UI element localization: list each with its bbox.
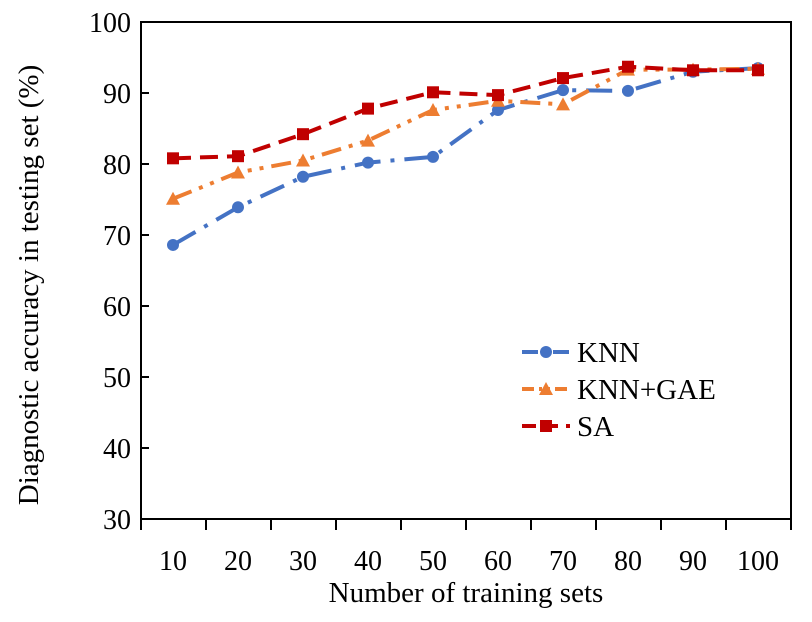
data-point (232, 201, 244, 214)
data-point (557, 84, 569, 97)
data-point (361, 133, 375, 147)
data-point (426, 103, 440, 117)
y-tick-label: 50 (103, 363, 131, 394)
data-point (231, 165, 245, 179)
x-tick-label: 90 (679, 546, 707, 577)
x-tick-label: 70 (549, 546, 577, 577)
data-point (427, 150, 439, 163)
series-line (172, 64, 758, 161)
legend-item: KNN+GAE (522, 374, 716, 406)
x-tick-label: 30 (289, 546, 317, 577)
y-tick-label: 70 (103, 221, 131, 252)
y-tick-label: 90 (103, 79, 131, 110)
legend-item: SA (522, 411, 614, 443)
data-point (492, 104, 504, 117)
data-point (492, 89, 504, 102)
data-point (622, 60, 634, 73)
x-tick-label: 80 (614, 546, 642, 577)
series-line (171, 66, 759, 247)
data-point (687, 64, 699, 77)
data-point (752, 64, 764, 77)
legend-label: KNN+GAE (577, 374, 716, 406)
legend-marker (540, 346, 552, 358)
data-point (362, 156, 374, 169)
y-tick-label: 30 (103, 505, 131, 536)
data-point (622, 84, 634, 97)
y-tick-label: 40 (103, 434, 131, 465)
legend-label: KNN (577, 337, 640, 369)
data-point (297, 128, 309, 141)
x-tick-label: 20 (224, 546, 252, 577)
data-point (232, 150, 244, 163)
data-point (557, 72, 569, 85)
x-axis: 10 20 30 40 50 60 70 80 90 100 (140, 519, 792, 577)
y-axis: 30 40 50 60 70 80 90 100 (89, 8, 149, 536)
data-point (296, 153, 310, 167)
data-point (362, 102, 374, 115)
legend-marker (540, 420, 552, 432)
x-tick-label: 100 (737, 546, 779, 577)
y-axis-title: Diagnostic accuracy in testing set (%) (13, 65, 45, 505)
data-point (297, 170, 309, 183)
x-tick-label: 40 (354, 546, 382, 577)
y-tick-label: 60 (103, 292, 131, 323)
legend-item: KNN (522, 337, 640, 369)
data-point (166, 191, 180, 205)
x-tick-label: 10 (159, 546, 187, 577)
data-point (167, 152, 179, 165)
series-knn (167, 62, 764, 251)
data-point (427, 86, 439, 99)
series-layer (166, 60, 765, 251)
legend-label: SA (577, 411, 614, 443)
y-tick-label: 80 (103, 150, 131, 181)
x-axis-title: Number of training sets (329, 577, 604, 609)
legend: KNN KNN+GAE SA (522, 337, 716, 443)
legend-marker (539, 382, 553, 395)
y-tick-label: 100 (89, 8, 131, 39)
series-sa (167, 60, 764, 165)
data-point (556, 97, 570, 111)
plot-frame (140, 21, 792, 520)
x-tick-label: 50 (419, 546, 447, 577)
data-point (167, 238, 179, 251)
x-tick-label: 60 (484, 546, 512, 577)
